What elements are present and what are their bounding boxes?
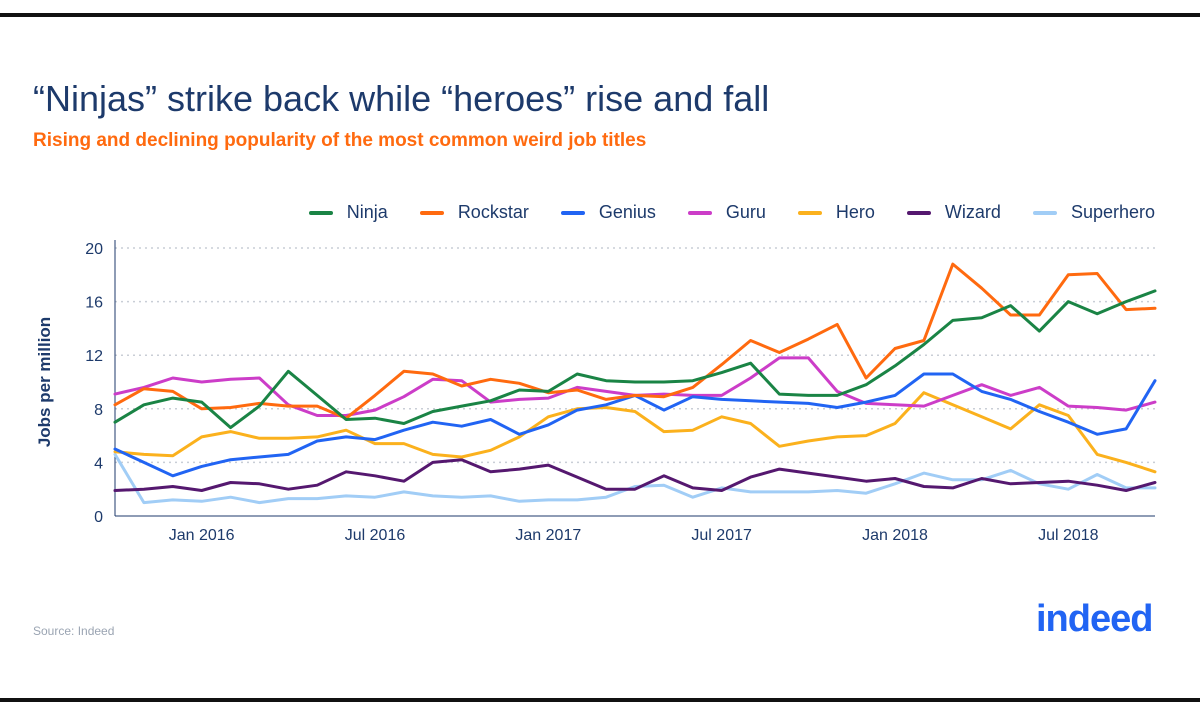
legend-item-rockstar: Rockstar [419, 202, 529, 223]
y-axis-title: Jobs per million [35, 317, 54, 447]
legend: Ninja Rockstar Genius Guru Hero Wizard Superhe… [277, 202, 1155, 223]
legend-item-superhero: Superhero [1032, 202, 1155, 223]
series-line-hero [113, 391, 1157, 474]
y-tick-label: 20 [85, 241, 103, 258]
series-line-wizard [113, 458, 1157, 492]
legend-label: Genius [598, 202, 656, 222]
x-tick-label: Jul 2017 [691, 527, 752, 544]
x-tick-label: Jan 2017 [515, 527, 581, 544]
legend-swatch [797, 210, 822, 215]
bottom-rule [0, 698, 1200, 702]
legend-label: Rockstar [457, 202, 529, 222]
legend-label: Hero [835, 202, 875, 222]
legend-item-guru: Guru [687, 202, 766, 223]
top-rule [0, 13, 1200, 17]
legend-swatch [687, 210, 712, 215]
legend-swatch [906, 210, 931, 215]
legend-swatch [1032, 210, 1057, 215]
series-line-ninja [113, 289, 1157, 430]
legend-label: Wizard [944, 202, 1001, 222]
x-tick-label: Jul 2018 [1038, 527, 1099, 544]
x-tick-label: Jan 2016 [169, 527, 235, 544]
y-tick-label: 4 [94, 455, 103, 472]
legend-item-hero: Hero [797, 202, 875, 223]
series-line-guru [113, 356, 1157, 417]
legend-label: Ninja [346, 202, 388, 222]
legend-swatch [419, 210, 444, 215]
indeed-logo: indeed [1036, 598, 1153, 640]
series-line-rockstar [113, 262, 1157, 420]
chart-subtitle: Rising and declining popularity of the m… [33, 130, 647, 151]
y-tick-label: 16 [85, 295, 103, 312]
source-note: Source: Indeed [33, 624, 115, 638]
legend-label: Guru [725, 202, 766, 222]
legend-swatch [560, 210, 585, 215]
chart-title: “Ninjas” strike back while “heroes” rise… [33, 78, 770, 119]
legend-swatch [308, 210, 333, 215]
x-tick-label: Jan 2018 [862, 527, 928, 544]
y-tick-label: 0 [94, 509, 103, 526]
legend-item-ninja: Ninja [308, 202, 388, 223]
y-tick-label: 12 [85, 348, 103, 365]
legend-label: Superhero [1070, 202, 1155, 222]
legend-item-wizard: Wizard [906, 202, 1001, 223]
x-tick-label: Jul 2016 [345, 527, 406, 544]
series-line-superhero [113, 452, 1157, 505]
y-tick-label: 8 [94, 402, 103, 419]
legend-item-genius: Genius [560, 202, 656, 223]
